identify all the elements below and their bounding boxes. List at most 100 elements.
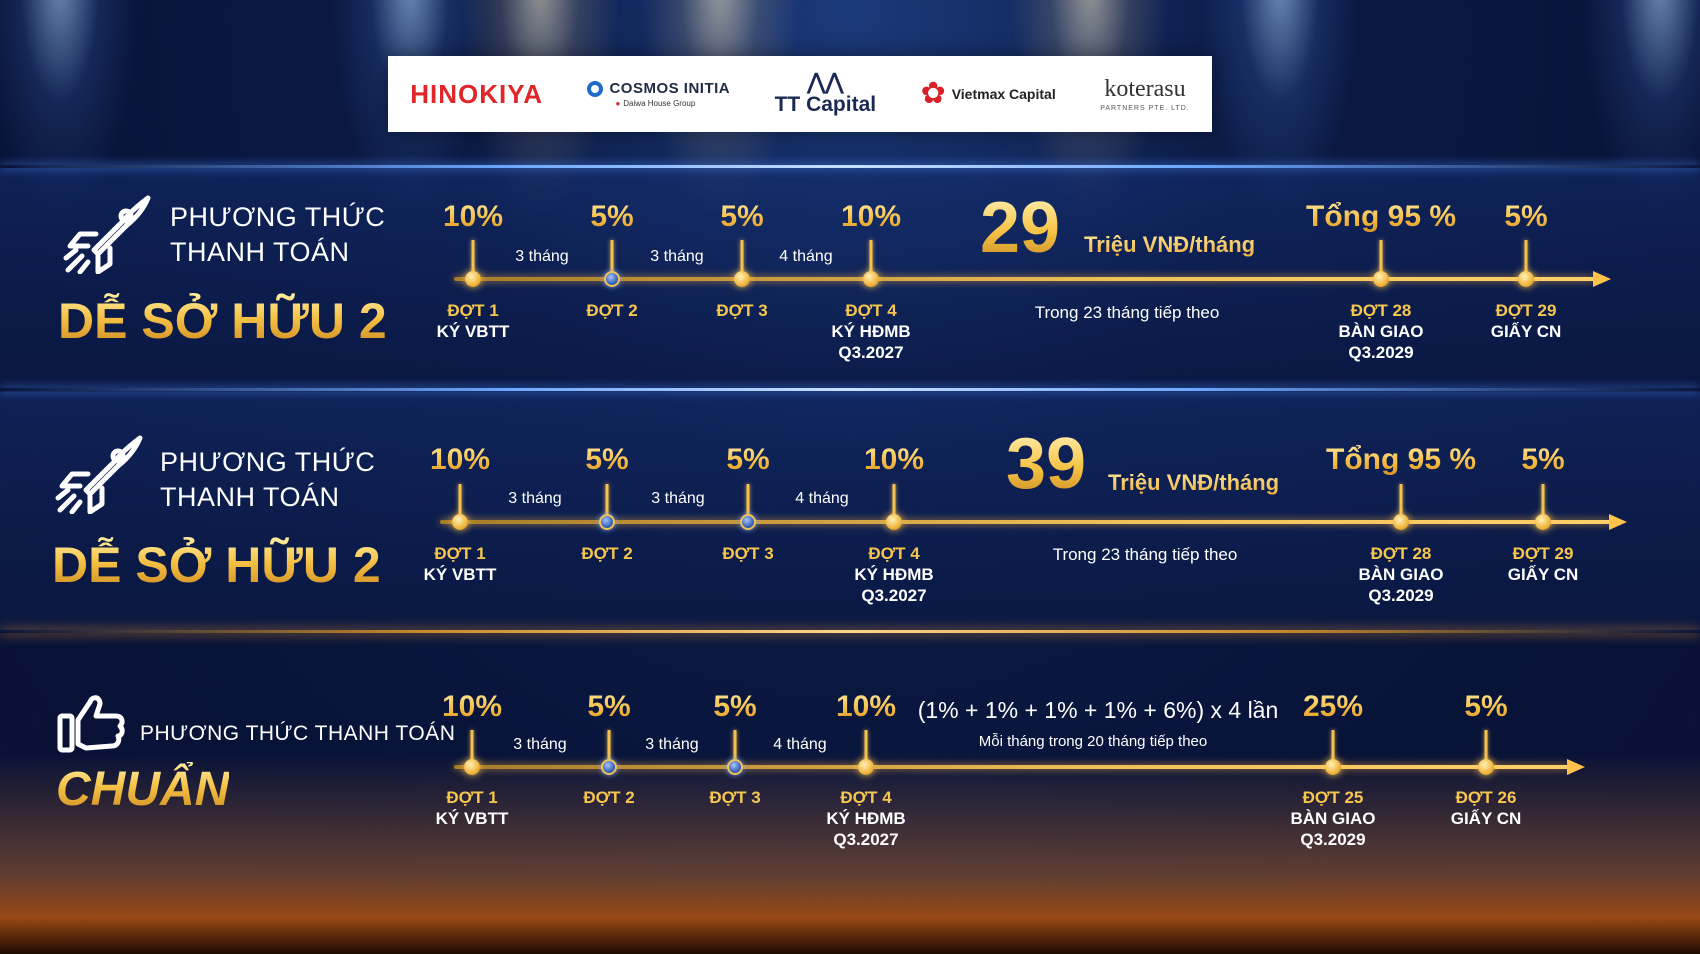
milestone-dot [1393, 514, 1409, 530]
milestone-label: ĐỢT 2 [586, 300, 637, 321]
milestone-sub: BÀN GIAO [1338, 322, 1424, 341]
milestone-dot [740, 514, 756, 530]
timeline-line [440, 520, 1611, 524]
milestone-stem [607, 730, 611, 767]
milestone-name: ĐỢT 3 [716, 301, 768, 320]
section-title: CHUẨN [56, 763, 230, 816]
tt-capital-mark-icon: ⋀⋀ [807, 69, 844, 94]
heading-line-2: THANH TOÁN [160, 482, 340, 512]
section-band [0, 392, 1700, 632]
milestone-name: ĐỢT 26 [1455, 788, 1517, 807]
interval-duration: 4 tháng [779, 248, 833, 265]
milestone-label: ĐỢT 4 KÝ HĐMB Q3.2027 [831, 300, 910, 363]
milestone-sub: GIẤY CN [1450, 809, 1522, 828]
interval-duration: 3 tháng [651, 490, 705, 507]
milestone-label: ĐỢT 28 BÀN GIAO Q3.2029 [1359, 543, 1444, 606]
arrow-head-icon [1609, 514, 1627, 530]
milestone-name: ĐỢT 2 [586, 301, 638, 320]
milestone-dot [452, 514, 468, 530]
milestone-sub: BÀN GIAO [1358, 565, 1444, 584]
monthly-unit: Triệu VNĐ/tháng [1108, 470, 1280, 495]
vietmax-flower-icon: ✿ [920, 77, 946, 110]
milestone-label: ĐỢT 29 GIẤY CN [1508, 543, 1579, 585]
milestone-percent: 5% [726, 443, 770, 476]
milestone-stem [1484, 730, 1488, 767]
interval-duration: 3 tháng [650, 248, 704, 265]
milestone-label: ĐỢT 4 KÝ HĐMB Q3.2027 [854, 543, 933, 606]
interval-duration: 3 tháng [508, 490, 562, 507]
hinokiya-logo: HINOKIYA [410, 79, 543, 110]
milestone-percent: 5% [1504, 200, 1548, 233]
milestone-sub: KÝ VBTT [435, 809, 509, 828]
milestone-name: ĐỢT 25 [1302, 788, 1364, 807]
milestone-dot [863, 271, 879, 287]
milestone-label: ĐỢT 25 BÀN GIAO Q3.2029 [1291, 787, 1376, 850]
milestone-label: ĐỢT 1 KÝ VBTT [436, 787, 509, 829]
divider [0, 388, 1700, 391]
installment-note: Mỗi tháng trong 20 tháng tiếp theo [978, 733, 1208, 750]
milestone-dot [604, 271, 620, 287]
hinokiya-text: HINOKIYA [410, 78, 543, 109]
koterasu-logo: koterasu PARTNERS PTE. LTD. [1100, 76, 1190, 112]
interval-duration: 4 tháng [773, 736, 827, 753]
milestone-stem [740, 240, 744, 279]
milestone-label: ĐỢT 1 KÝ VBTT [424, 543, 497, 585]
monthly-amount: 39 [1006, 424, 1087, 504]
cosmos-initia-logo: COSMOS INITIA Daiwa House Group [587, 80, 730, 108]
milestone-label: ĐỢT 3 [716, 300, 767, 321]
interval-duration: 3 tháng [515, 248, 569, 265]
milestone-stem [1541, 484, 1545, 522]
milestone-dot [1373, 271, 1389, 287]
milestone-percent: Tổng 95 % [1325, 443, 1477, 476]
milestone-stem [1524, 240, 1528, 279]
interval-duration: 3 tháng [513, 736, 567, 753]
milestone-name: ĐỢT 29 [1512, 544, 1574, 563]
section-title: DỄ SỞ HỮU 2 [52, 537, 381, 593]
milestone-stem [869, 240, 873, 279]
interval-duration: 3 tháng [645, 736, 699, 753]
milestone-stem [733, 730, 737, 767]
milestone-stem [605, 484, 609, 522]
milestone-sub: KÝ HĐMB [854, 565, 934, 584]
milestone-dot [1518, 271, 1534, 287]
milestone-percent: 5% [1464, 690, 1508, 723]
milestone-dot [601, 759, 617, 775]
milestone-name: ĐỢT 1 [447, 301, 499, 320]
milestone-percent: 5% [590, 200, 634, 233]
divider [0, 630, 1700, 633]
milestone-date: Q3.2029 [1348, 343, 1414, 362]
tt-capital-text: TT Capital [774, 93, 877, 116]
arrow-head-icon [1567, 759, 1585, 775]
heading-line-1: PHƯƠNG THỨC [170, 202, 386, 232]
milestone-percent: 10% [442, 200, 504, 233]
milestone-dot [465, 271, 481, 287]
heading-line-1: PHƯƠNG THỨC [160, 447, 376, 477]
milestone-label: ĐỢT 2 [581, 543, 632, 564]
milestone-dot [886, 514, 902, 530]
milestone-date: Q3.2029 [1368, 586, 1434, 605]
divider [0, 165, 1700, 168]
milestone-name: ĐỢT 2 [583, 788, 635, 807]
milestone-dot [1535, 514, 1551, 530]
milestone-stem [746, 484, 750, 522]
milestone-name: ĐỢT 3 [722, 544, 774, 563]
timeline-line [454, 765, 1569, 769]
milestone-date: Q3.2027 [861, 586, 927, 605]
milestone-stem [470, 730, 474, 767]
tt-capital-logo: ⋀⋀ TT Capital [775, 71, 877, 117]
cosmos-ring-icon [587, 80, 604, 97]
milestone-stem [1379, 240, 1383, 279]
heading-line-2: THANH TOÁN [170, 237, 350, 267]
thumbs-up-icon [57, 695, 125, 753]
milestone-dot [599, 514, 615, 530]
milestone-percent: 10% [441, 690, 503, 723]
milestone-label: ĐỢT 4 KÝ HĐMB Q3.2027 [826, 787, 905, 850]
milestone-dot [464, 759, 480, 775]
milestone-sub: GIẤY CN [1490, 322, 1562, 341]
milestone-percent: 10% [840, 200, 902, 233]
milestone-date: Q3.2027 [838, 343, 904, 362]
milestone-percent: 10% [835, 690, 897, 723]
milestone-percent: 5% [1521, 443, 1565, 476]
stage-glow [0, 754, 1700, 954]
milestone-name: ĐỢT 2 [581, 544, 633, 563]
